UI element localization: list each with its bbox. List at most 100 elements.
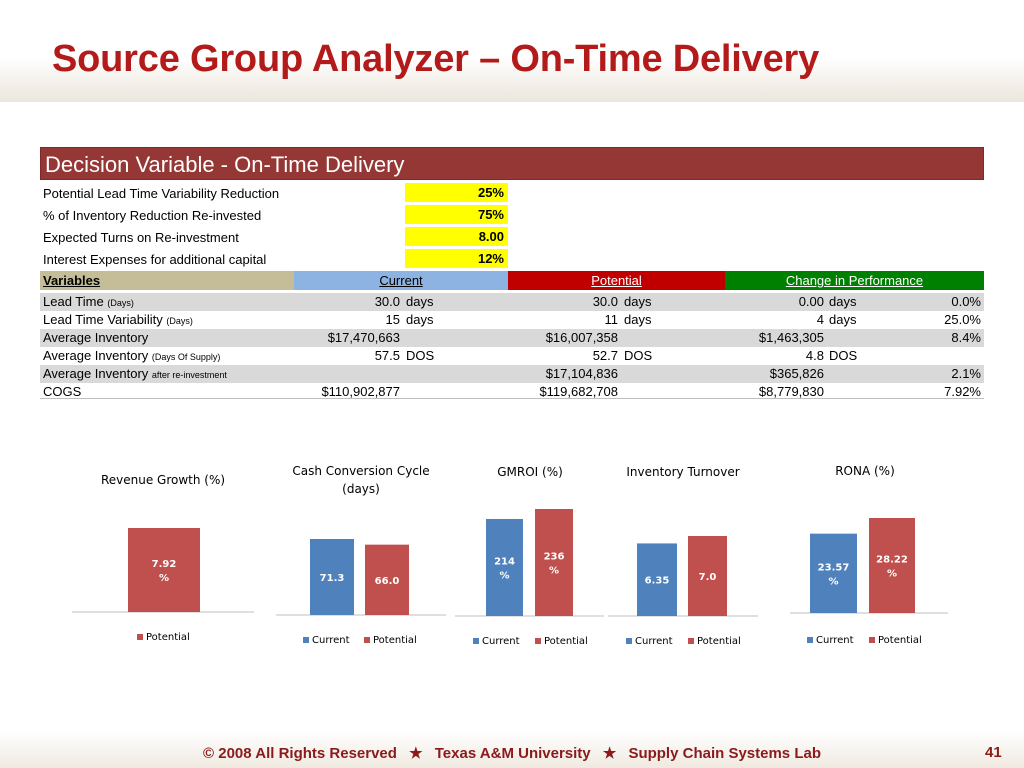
legend-swatch — [535, 638, 541, 644]
input-row-interest-expenses: Interest Expenses for additional capital… — [40, 249, 510, 269]
data-label: 28.22 — [876, 555, 908, 566]
change-percent: 8.4% — [951, 330, 981, 345]
data-label: % — [499, 570, 509, 581]
chart-title-rona: RONA (%) — [835, 464, 895, 478]
row-label: Average Inventory — [43, 330, 149, 345]
header-variables: Variables — [40, 271, 294, 290]
data-label: % — [549, 566, 559, 577]
bar-potential — [688, 536, 727, 616]
decision-variable-header: Decision Variable - On-Time Delivery — [40, 147, 984, 180]
footer-year-text: 2008 All Rights Reserved — [218, 745, 397, 762]
current-unit: days — [406, 294, 434, 309]
table-row: Lead Time Variability (Days) 15 days 11 days… — [40, 311, 984, 329]
table-bottom-border — [40, 398, 984, 399]
header-change: Change in Performance — [725, 271, 984, 290]
change-unit: days — [829, 312, 857, 327]
change-percent: 25.0% — [944, 312, 981, 327]
bar-potential — [535, 509, 573, 616]
star-icon: ★ — [602, 745, 617, 762]
data-label: 66.0 — [375, 576, 400, 587]
table-row: Average Inventory after re-investment $17… — [40, 365, 984, 383]
input-row-expected-turns: Expected Turns on Re-investment 8.00 — [40, 227, 510, 247]
change-percent: 0.0% — [951, 294, 981, 309]
slide-title: Source Group Analyzer – On-Time Delivery — [52, 38, 820, 80]
header-current: Current — [294, 271, 508, 290]
current-unit: days — [406, 312, 434, 327]
table-row: Average Inventory $17,470,663 $16,007,358… — [40, 329, 984, 347]
legend-swatch — [688, 638, 694, 644]
legend-label: Current — [635, 636, 673, 647]
input-value[interactable]: 25% — [405, 183, 508, 202]
input-label: Potential Lead Time Variability Reductio… — [43, 186, 280, 201]
bar-potential — [365, 544, 409, 615]
potential-value: $17,104,836 — [545, 366, 618, 381]
change-value: 0.00 — [798, 294, 824, 309]
input-value[interactable]: 12% — [405, 249, 508, 268]
chart-title-gmroi: GMROI (%) — [497, 465, 563, 479]
input-label: % of Inventory Reduction Re-invested — [43, 208, 262, 223]
table-row: COGS $110,902,877 $119,682,708 $8,779,830 7… — [40, 383, 984, 401]
legend-label: Potential — [878, 635, 922, 646]
header-potential: Potential — [508, 271, 725, 290]
current-value: 30.0 — [374, 294, 400, 309]
title-band — [0, 0, 1024, 102]
data-label: % — [887, 569, 897, 580]
legend-swatch — [364, 637, 370, 643]
bar-potential — [869, 518, 915, 613]
chart-title-revenue-growth: Revenue Growth (%) — [100, 473, 226, 487]
potential-unit: days — [624, 312, 652, 327]
chart-title-cash-conversion: Cash Conversion Cycle (days) — [292, 464, 430, 496]
current-unit: DOS — [406, 348, 435, 363]
data-label: % — [159, 573, 169, 584]
change-percent: 7.92% — [944, 384, 981, 399]
bar-current — [310, 539, 354, 615]
potential-unit: days — [624, 294, 652, 309]
row-label: Lead Time (Days) — [43, 294, 134, 309]
potential-value: 30.0 — [592, 294, 618, 309]
change-percent: 2.1% — [951, 366, 981, 381]
current-value: 57.5 — [374, 348, 400, 363]
row-label: COGS — [43, 384, 82, 399]
star-icon: ★ — [409, 745, 423, 762]
legend-swatch — [303, 637, 309, 643]
footer-university: Texas A&M University — [434, 745, 591, 762]
footer-text: © 2008 All Rights Reserved ★ Texas A&M U… — [0, 744, 1024, 762]
data-label: 7.92 — [152, 559, 177, 570]
table-row: Lead Time (Days) 30.0 days 30.0 days 0.00 days… — [40, 293, 984, 311]
bar-current — [810, 533, 857, 613]
legend-label: Potential — [544, 636, 588, 647]
legend-swatch — [869, 637, 875, 643]
potential-value: 11 — [604, 312, 619, 327]
bar-potential — [128, 528, 200, 612]
legend-label: Potential — [697, 636, 741, 647]
row-label: Average Inventory (Days Of Supply) — [43, 348, 221, 363]
change-value: 4 — [816, 312, 824, 327]
data-label: 214 — [494, 556, 515, 567]
current-value: $110,902,877 — [321, 384, 400, 399]
input-label: Interest Expenses for additional capital — [43, 252, 267, 267]
input-row-lead-time-variability: Potential Lead Time Variability Reductio… — [40, 183, 510, 203]
change-unit: days — [829, 294, 857, 309]
current-value: $17,470,663 — [327, 330, 400, 345]
legend-label: Current — [482, 636, 520, 647]
input-value[interactable]: 8.00 — [405, 227, 508, 246]
copyright-symbol: © — [203, 745, 215, 762]
data-label: 23.57 — [818, 562, 850, 573]
table-row: Average Inventory (Days Of Supply) 57.5 DO… — [40, 347, 984, 365]
legend-swatch — [137, 634, 143, 640]
data-label: 7.0 — [699, 572, 717, 583]
potential-value: 52.7 — [592, 348, 618, 363]
legend-swatch — [626, 638, 632, 644]
bar-current — [486, 518, 523, 616]
current-value: 15 — [385, 312, 400, 327]
row-label: Average Inventory after re-investment — [43, 366, 227, 381]
legend-label: Current — [816, 635, 854, 646]
input-label: Expected Turns on Re-investment — [43, 230, 239, 245]
data-label: 71.3 — [320, 573, 345, 584]
change-value: $1,463,305 — [758, 330, 824, 345]
change-value: $8,779,830 — [758, 384, 824, 399]
input-value[interactable]: 75% — [405, 205, 508, 224]
legend-swatch — [473, 638, 479, 644]
data-label: 236 — [544, 552, 565, 563]
page-number: 41 — [985, 744, 1002, 761]
